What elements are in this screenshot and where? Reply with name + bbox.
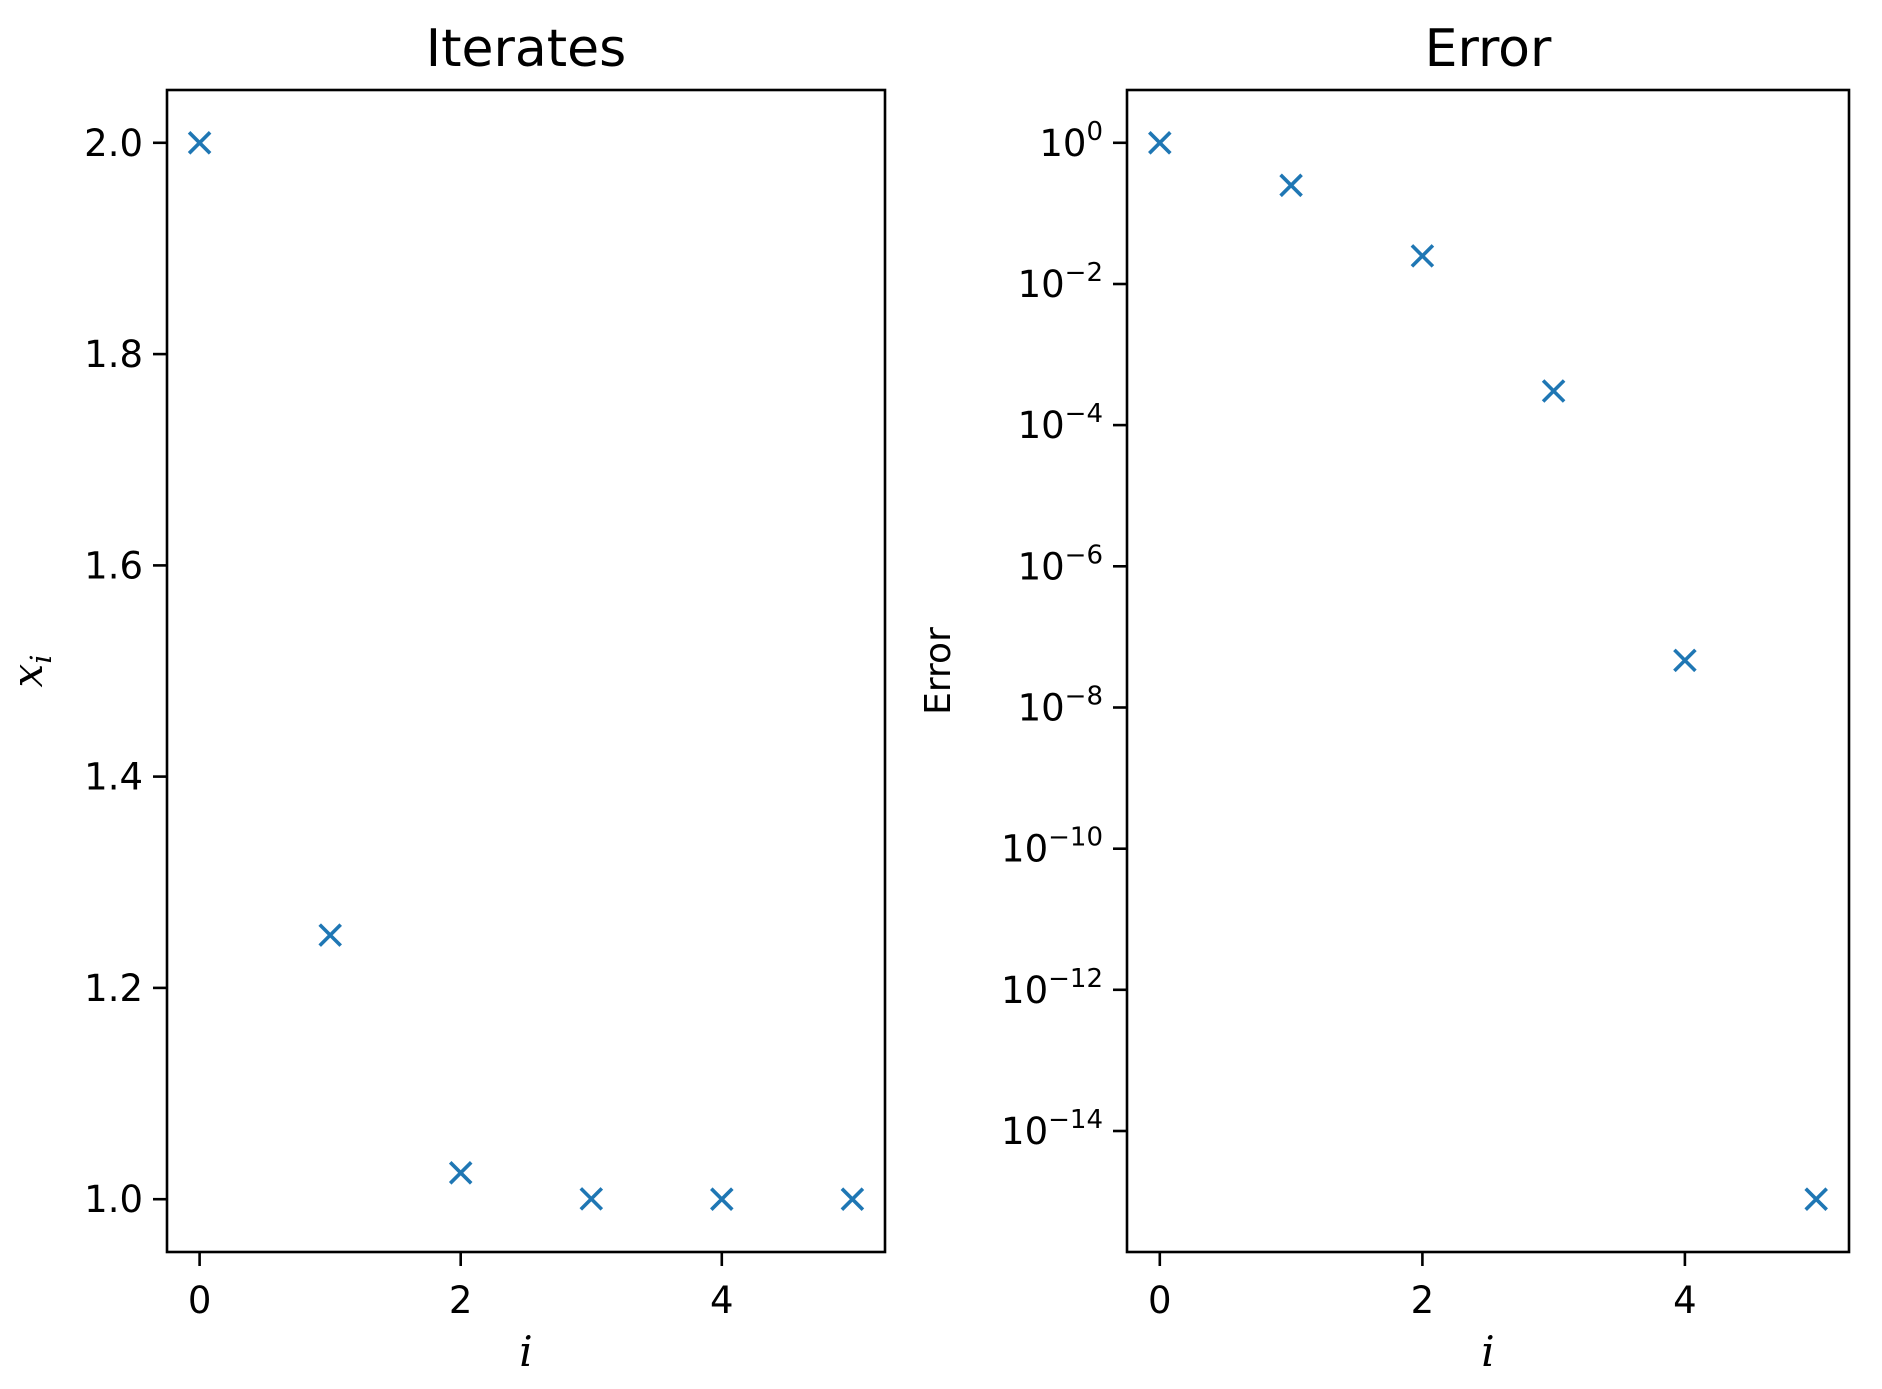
y-axis-label: xi (3, 655, 58, 688)
plot-frame (1125, 88, 1851, 1254)
plot-frame (165, 88, 887, 1254)
error-plot: Error i Error 0 2 4 100 10−2 10−4 10−6 10−8 10−1… (918, 19, 1851, 1376)
svg-text:100: 100 (1039, 117, 1103, 165)
svg-text:10−14: 10−14 (1001, 1105, 1103, 1153)
svg-text:10−4: 10−4 (1018, 399, 1103, 447)
data-points (187, 131, 865, 1211)
svg-text:2: 2 (449, 1279, 473, 1322)
x-axis-label: i (1481, 1327, 1494, 1376)
svg-text:10−2: 10−2 (1018, 258, 1103, 306)
svg-text:10−10: 10−10 (1001, 823, 1103, 871)
y-axis-label: Error (918, 627, 959, 715)
svg-text:10−6: 10−6 (1018, 540, 1103, 588)
axis-ticks: 0 2 4 100 10−2 10−4 10−6 10−8 10−10 10−12 10−14 (1001, 117, 1697, 1322)
plot-title: Iterates (426, 19, 626, 79)
x-axis-label: i (519, 1327, 532, 1376)
plot-title: Error (1425, 19, 1552, 79)
data-points (1148, 131, 1828, 1211)
svg-text:2.0: 2.0 (84, 122, 143, 165)
svg-text:0: 0 (188, 1279, 212, 1322)
svg-text:0: 0 (1148, 1279, 1172, 1322)
svg-text:1.2: 1.2 (84, 967, 143, 1010)
svg-text:10−12: 10−12 (1001, 964, 1103, 1012)
svg-text:4: 4 (710, 1279, 734, 1322)
svg-text:1.0: 1.0 (84, 1178, 143, 1221)
svg-text:10−8: 10−8 (1018, 682, 1103, 730)
svg-text:2: 2 (1411, 1279, 1435, 1322)
svg-text:1.4: 1.4 (84, 756, 143, 799)
svg-text:1.6: 1.6 (84, 544, 143, 587)
svg-text:4: 4 (1673, 1279, 1697, 1322)
axis-ticks: 0 2 4 1.0 1.2 1.4 1.6 1.8 2.0 (84, 122, 733, 1322)
iterates-plot: Iterates i xi 0 2 4 1.0 1.2 1.4 1.6 1.8 2.0 (3, 19, 887, 1376)
svg-text:1.8: 1.8 (84, 333, 143, 376)
